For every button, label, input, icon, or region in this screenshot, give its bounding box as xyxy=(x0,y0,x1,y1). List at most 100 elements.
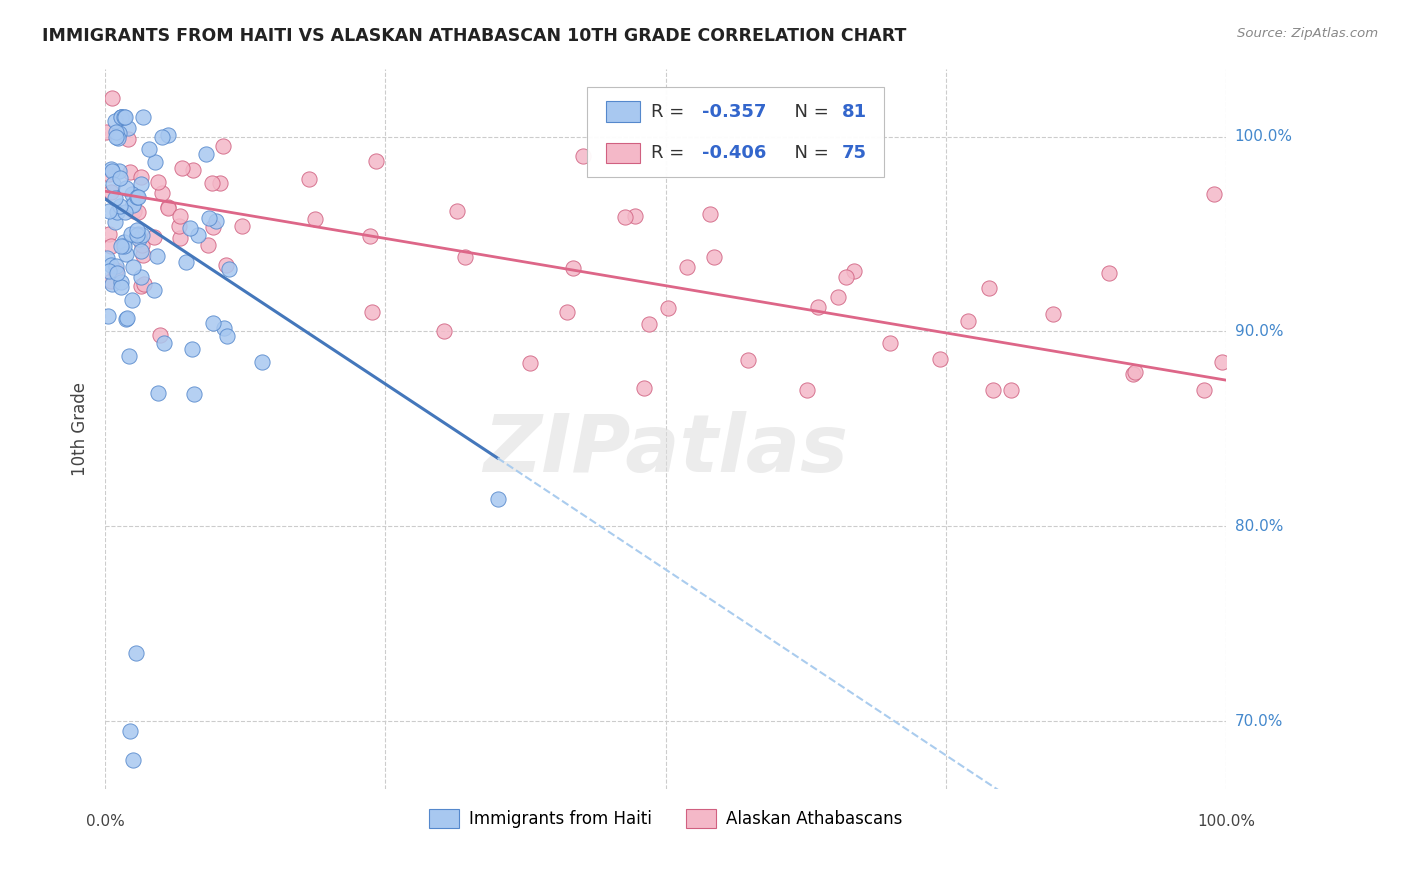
Point xyxy=(112,235,135,250)
Point xyxy=(120,227,142,241)
Point xyxy=(212,321,235,335)
Text: N =: N = xyxy=(783,144,835,162)
Point xyxy=(97,264,120,278)
Point xyxy=(110,170,132,185)
Point xyxy=(110,198,132,212)
Text: 0.0%: 0.0% xyxy=(86,814,125,830)
Point xyxy=(138,142,160,156)
Point xyxy=(129,244,152,259)
Point xyxy=(125,646,148,660)
Point xyxy=(110,110,132,124)
Point xyxy=(835,269,858,284)
Point xyxy=(205,214,228,228)
Point xyxy=(127,227,149,241)
Point xyxy=(1194,383,1216,397)
Point xyxy=(98,227,121,241)
Point xyxy=(125,190,148,204)
Point xyxy=(108,127,131,141)
Point xyxy=(96,252,118,266)
Point xyxy=(131,227,153,242)
Point xyxy=(231,219,253,234)
Point xyxy=(112,239,135,253)
Point xyxy=(117,311,139,326)
FancyBboxPatch shape xyxy=(588,87,884,177)
Point xyxy=(699,207,721,221)
Point xyxy=(127,205,149,219)
Point xyxy=(104,191,127,205)
Point xyxy=(202,317,225,331)
Point xyxy=(100,274,122,288)
Y-axis label: 10th Grade: 10th Grade xyxy=(72,382,89,475)
Point xyxy=(118,723,141,738)
Point xyxy=(218,261,240,276)
Point xyxy=(169,209,191,223)
Point xyxy=(209,177,232,191)
Point xyxy=(1122,368,1144,382)
Point xyxy=(167,219,190,234)
Point xyxy=(844,263,866,277)
Point xyxy=(879,336,901,351)
Text: 80.0%: 80.0% xyxy=(1234,519,1282,533)
Point xyxy=(114,110,136,124)
Point xyxy=(929,351,952,366)
Text: R =: R = xyxy=(651,103,690,120)
Point xyxy=(366,153,388,168)
Point xyxy=(675,260,697,274)
Point xyxy=(796,383,818,397)
Point xyxy=(142,230,165,244)
Point xyxy=(132,110,155,124)
Point xyxy=(183,387,205,401)
Bar xyxy=(606,143,640,163)
Point xyxy=(977,281,1000,295)
Point xyxy=(146,249,169,263)
Point xyxy=(1000,383,1022,397)
Text: IMMIGRANTS FROM HAITI VS ALASKAN ATHABASCAN 10TH GRADE CORRELATION CHART: IMMIGRANTS FROM HAITI VS ALASKAN ATHABAS… xyxy=(42,27,907,45)
Point xyxy=(110,280,132,294)
Point xyxy=(110,110,132,124)
Legend: Immigrants from Haiti, Alaskan Athabascans: Immigrants from Haiti, Alaskan Athabasca… xyxy=(423,803,908,835)
Point xyxy=(433,324,456,338)
Point xyxy=(112,110,135,124)
Point xyxy=(555,304,578,318)
Text: -0.357: -0.357 xyxy=(702,103,766,120)
Point xyxy=(104,125,127,139)
Point xyxy=(104,264,127,278)
Point xyxy=(121,293,143,308)
Point xyxy=(150,130,173,145)
Point xyxy=(97,168,120,182)
Point xyxy=(105,259,128,273)
Point xyxy=(131,170,153,185)
Point xyxy=(132,248,155,262)
Point xyxy=(197,238,219,252)
Text: 70.0%: 70.0% xyxy=(1234,714,1282,729)
Point xyxy=(737,353,759,368)
Point xyxy=(108,163,131,178)
Point xyxy=(100,161,122,176)
Point xyxy=(122,204,145,219)
Point xyxy=(103,177,125,191)
Point xyxy=(215,259,238,273)
Point xyxy=(115,311,138,326)
Point xyxy=(100,258,122,272)
Point xyxy=(1202,186,1225,201)
Point xyxy=(187,228,209,243)
Point xyxy=(100,239,122,253)
Point xyxy=(134,277,156,291)
Point xyxy=(197,211,219,226)
Point xyxy=(614,210,637,224)
Point xyxy=(128,232,150,246)
Point xyxy=(143,283,166,297)
Point xyxy=(115,247,138,261)
Text: 100.0%: 100.0% xyxy=(1198,814,1256,830)
Text: N =: N = xyxy=(783,103,835,120)
Point xyxy=(131,238,153,252)
Point xyxy=(156,128,179,142)
Point xyxy=(361,305,384,319)
Point xyxy=(121,260,143,274)
Point xyxy=(454,250,477,264)
Point xyxy=(446,203,468,218)
Point xyxy=(633,381,655,395)
Text: R =: R = xyxy=(651,144,690,162)
Point xyxy=(96,125,118,139)
Point xyxy=(105,266,128,280)
